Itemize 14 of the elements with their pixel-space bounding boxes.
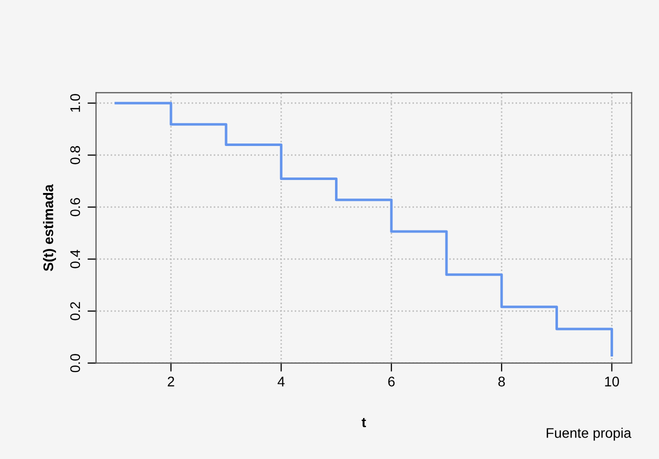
x-tick-label: 6 (388, 376, 395, 386)
x-tick-label: 4 (278, 376, 285, 386)
source-note: Fuente propia (546, 428, 632, 441)
x-axis-title: t (362, 418, 366, 428)
y-tick-label: 0.6 (70, 198, 80, 216)
y-tick-label: 0.2 (70, 302, 80, 320)
x-tick-label: 10 (605, 376, 619, 386)
y-axis-title: S(t) estimada (43, 184, 56, 272)
x-tick-label: 8 (498, 376, 505, 386)
y-tick-label: 0.8 (70, 146, 80, 164)
x-tick-label: 2 (168, 376, 174, 386)
y-tick-label: 0.4 (70, 250, 80, 268)
y-tick-label: 1.0 (70, 94, 80, 112)
y-tick-label: 0.0 (70, 354, 80, 372)
